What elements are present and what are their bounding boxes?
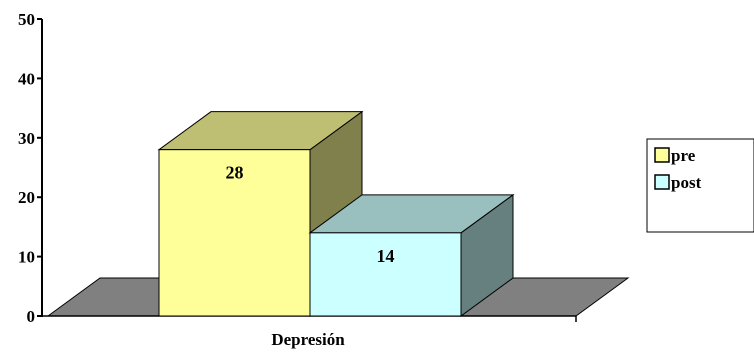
legend-swatch-post — [654, 174, 670, 190]
data-label: 14 — [377, 246, 395, 266]
legend-label-pre: pre — [671, 146, 696, 165]
bar-front-face — [309, 232, 462, 317]
y-tick-label: 50 — [18, 10, 35, 29]
legend-label-post: post — [671, 173, 702, 192]
legend-swatch-pre — [654, 147, 670, 163]
y-tick-label: 0 — [27, 307, 36, 326]
bar-front-face — [158, 149, 311, 317]
bar-post: 14 — [308, 193, 515, 317]
y-tick-label: 30 — [18, 129, 35, 148]
y-tick-label: 20 — [18, 188, 35, 207]
data-label: 28 — [226, 163, 244, 183]
x-category-label: Depresión — [271, 330, 345, 349]
y-tick-label: 40 — [18, 69, 35, 88]
y-tick-label: 10 — [18, 248, 35, 267]
